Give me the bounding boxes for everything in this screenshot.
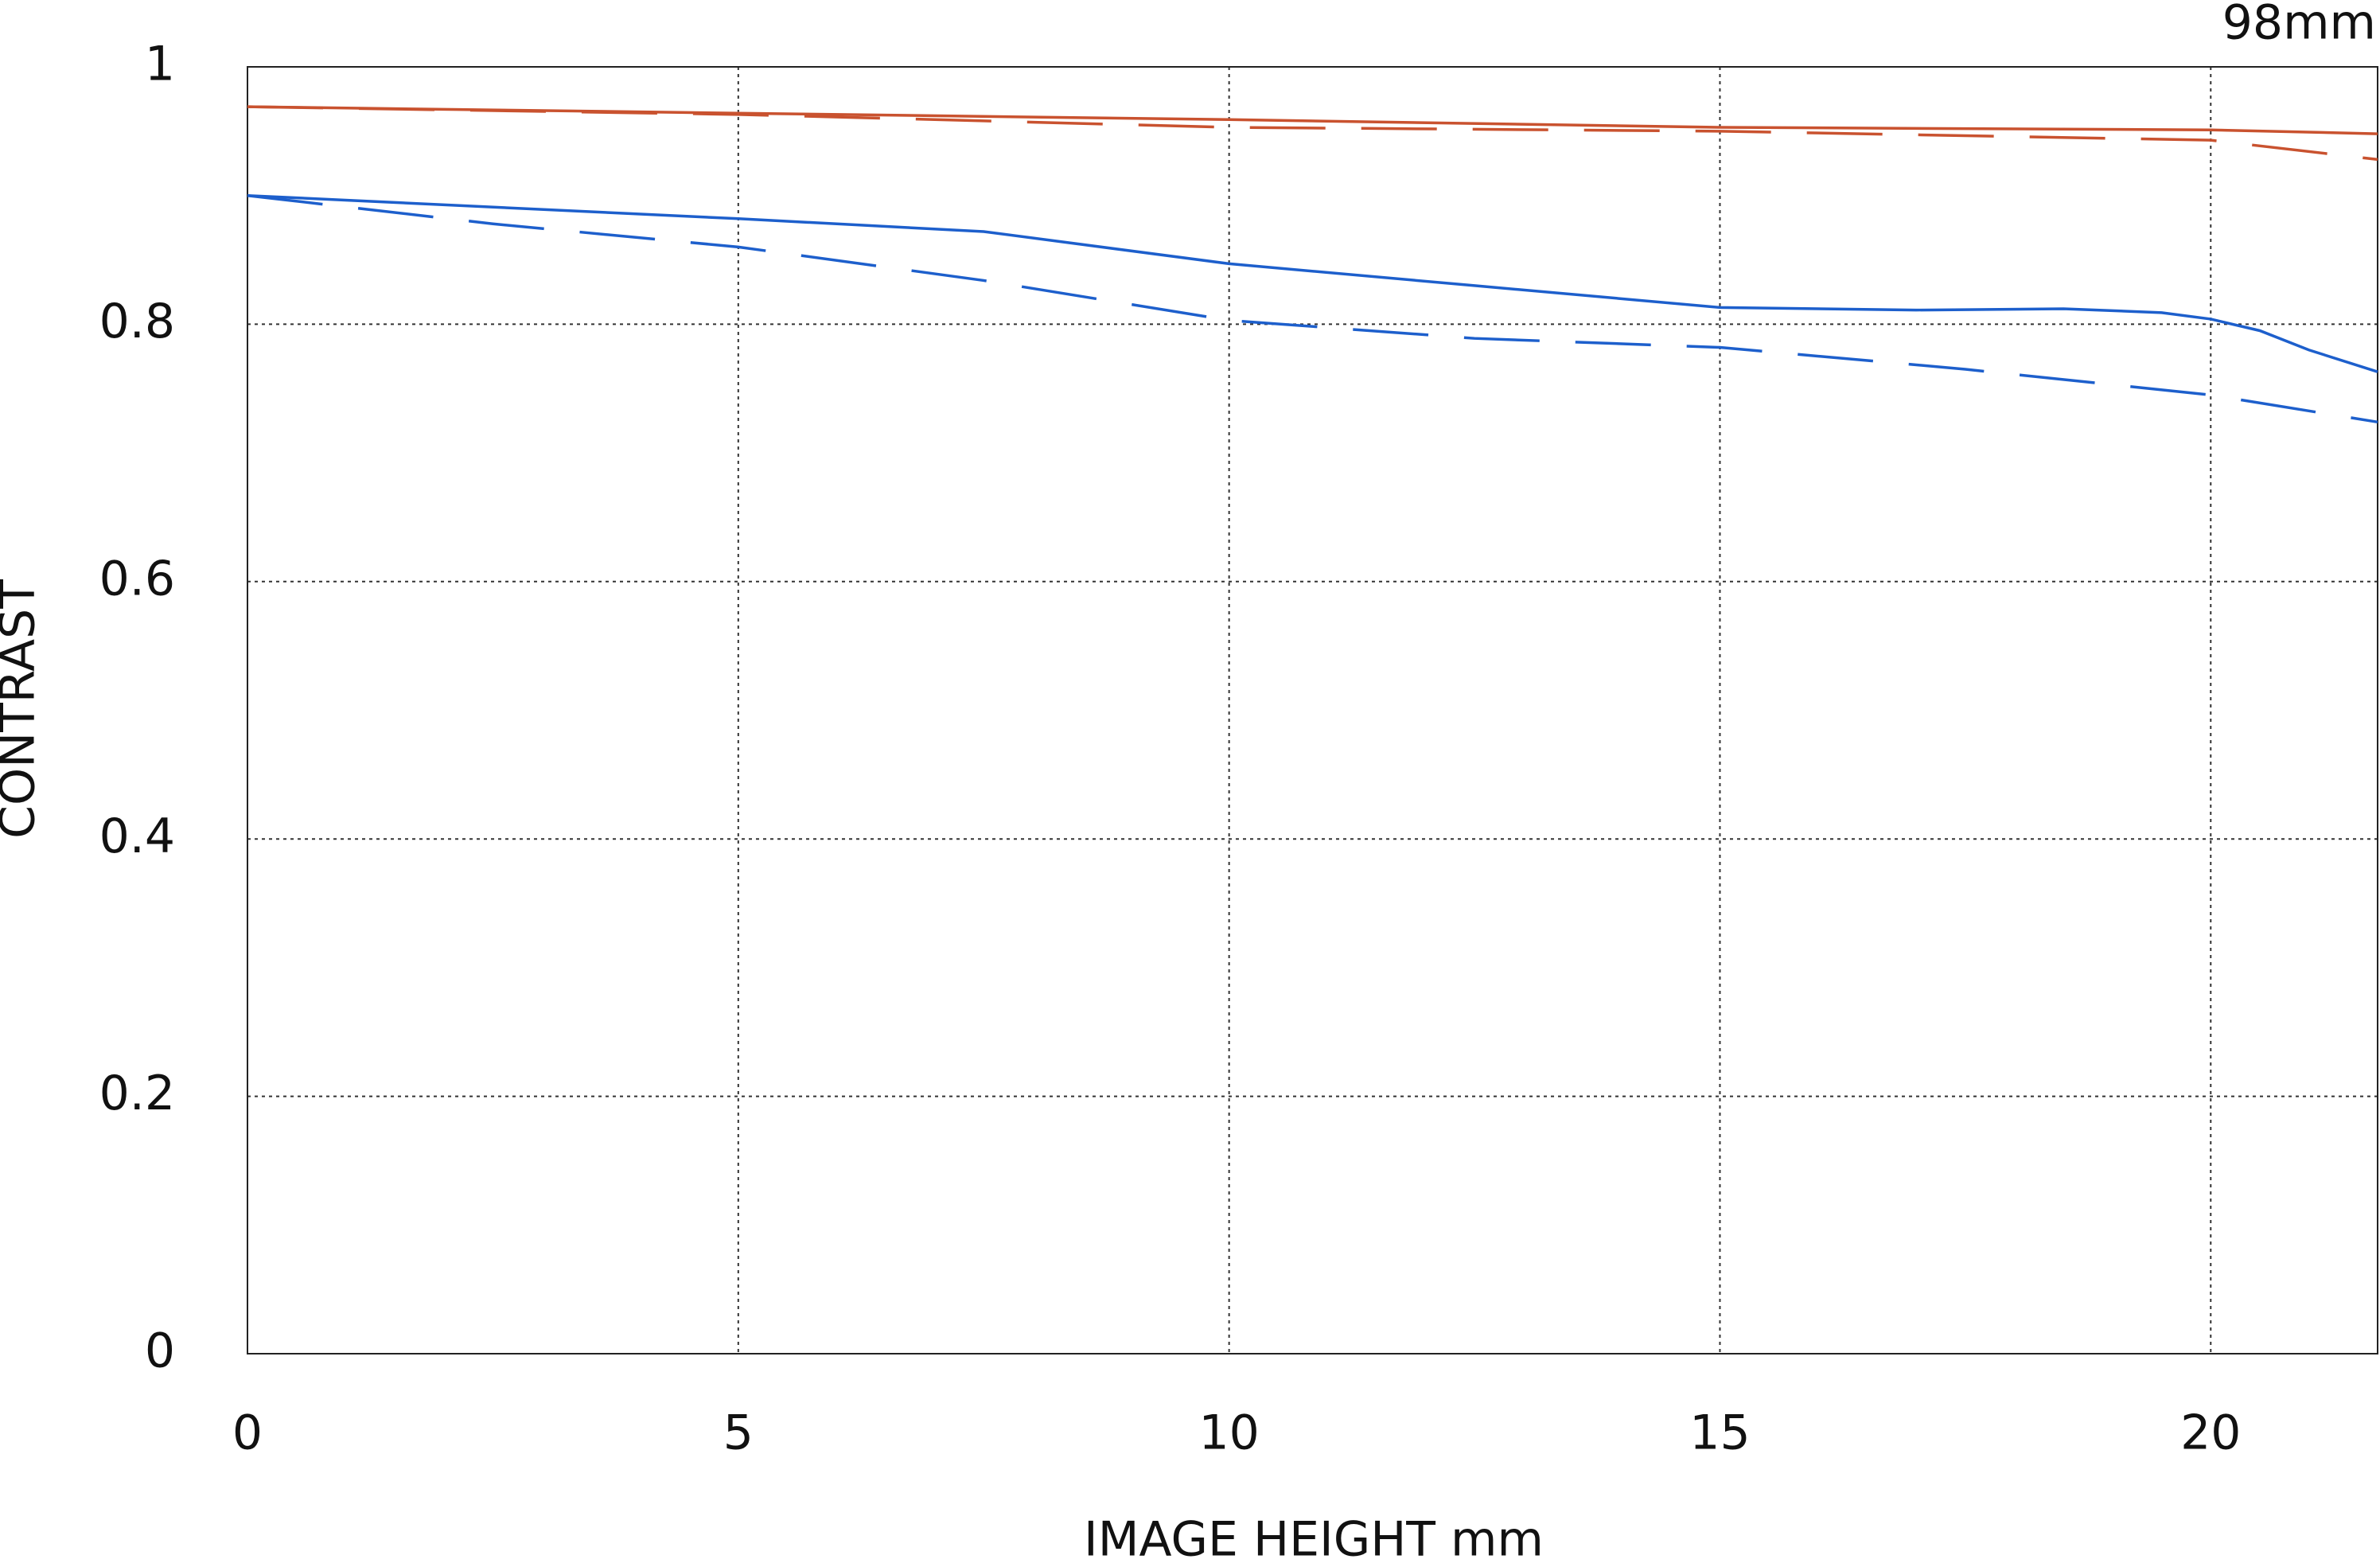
x-axis-title: IMAGE HEIGHT mm bbox=[1084, 1512, 1544, 1563]
x-tick-label: 10 bbox=[1198, 1405, 1259, 1461]
x-tick-label: 0 bbox=[232, 1405, 263, 1461]
plot-frame bbox=[247, 66, 2378, 1354]
mtf-line bbox=[247, 105, 2378, 162]
mtf-line bbox=[247, 193, 2378, 373]
mtf-line bbox=[247, 105, 2378, 135]
chart-title: 98mm bbox=[2222, 0, 2376, 51]
x-tick-label: 15 bbox=[1689, 1405, 1750, 1461]
y-axis-title: CONTRAST bbox=[0, 579, 46, 839]
x-tick-label: 5 bbox=[723, 1405, 754, 1461]
y-tick-label: 0 bbox=[145, 1323, 175, 1379]
y-tick-label: 0.2 bbox=[99, 1066, 175, 1121]
y-tick-label: 1 bbox=[145, 37, 175, 92]
y-tick-label: 0.8 bbox=[99, 294, 175, 349]
y-tick-label: 0.6 bbox=[99, 551, 175, 606]
y-tick-label: 0.4 bbox=[99, 809, 175, 864]
x-tick-label: 20 bbox=[2180, 1405, 2241, 1461]
mtf-line bbox=[247, 193, 2378, 424]
